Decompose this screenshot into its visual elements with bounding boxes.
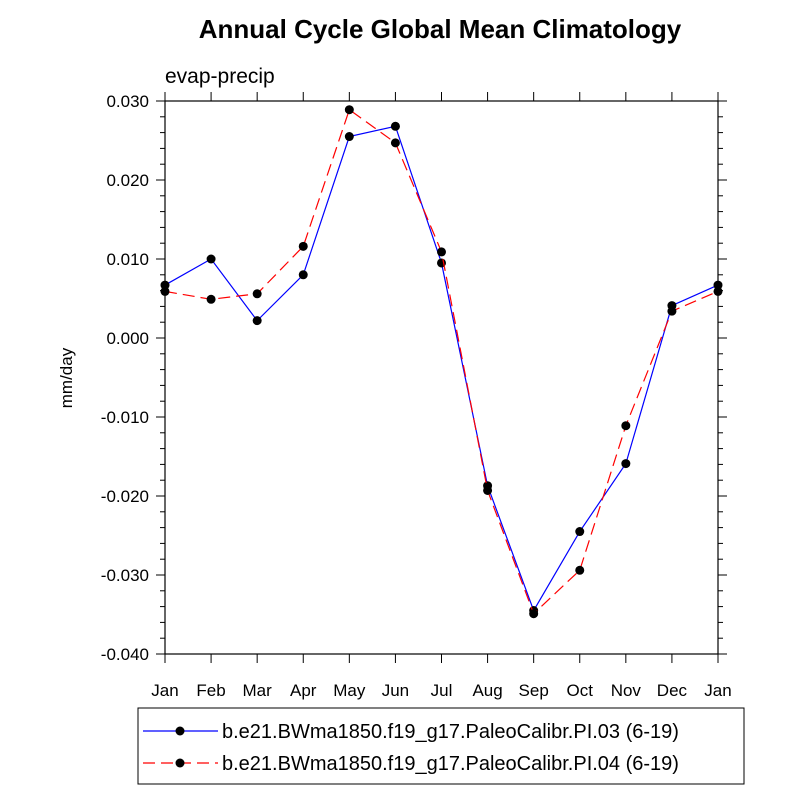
x-tick-label: Jan [151,681,178,700]
series-2-point [252,289,262,299]
series-2-point [390,138,400,148]
x-tick-label: Feb [196,681,225,700]
chart-subtitle: evap-precip [165,65,275,88]
series-1-point [252,316,262,326]
series-2-point [160,286,170,296]
x-tick-label: Apr [290,681,317,700]
y-axis-label: mm/day [57,347,76,408]
legend-marker [175,726,185,736]
series-2-point [344,105,354,115]
series-2-point [483,485,493,495]
legend-item-1: b.e21.BWma1850.f19_g17.PaleoCalibr.PI.03… [143,721,679,743]
y-tick-label: -0.020 [101,487,149,506]
y-tick-label: -0.030 [101,566,149,585]
legend-item-2: b.e21.BWma1850.f19_g17.PaleoCalibr.PI.04… [143,753,679,775]
series-1-point [160,280,170,290]
x-tick-label: Aug [472,681,502,700]
x-tick-label: Nov [611,681,642,700]
x-tick-label: Dec [657,681,688,700]
series-2-point [206,294,216,304]
series-1-point [344,132,354,142]
y-tick-label: -0.010 [101,408,149,427]
series-1-line [164,125,719,612]
x-tick-label: Oct [567,681,594,700]
series-1-point [298,270,308,280]
y-tick-label: 0.010 [106,250,149,269]
series-1-point [575,527,585,537]
legend-marker [175,758,185,768]
series-1 [160,121,723,616]
series-2 [160,105,723,619]
series-2-point [575,565,585,575]
series-2-point [529,609,539,619]
legend-label: b.e21.BWma1850.f19_g17.PaleoCalibr.PI.03… [222,721,679,743]
x-tick-label: Sep [519,681,549,700]
legend-label: b.e21.BWma1850.f19_g17.PaleoCalibr.PI.04… [222,753,679,775]
y-tick-label: 0.030 [106,92,149,111]
axis-ticks [156,92,727,663]
axis-tick-labels: -0.040 -0.030 -0.020 -0.010 0.000 0.010 0.020 0… [101,92,732,700]
series-2-line [164,108,719,615]
y-tick-label: 0.020 [106,171,149,190]
y-tick-label: 0.000 [106,329,149,348]
series-2-point [621,421,631,431]
x-tick-label: May [333,681,366,700]
x-tick-label: Jul [431,681,453,700]
series-2-point [437,247,446,257]
legend-box [137,707,745,785]
series-2-point [298,241,308,251]
series-2-point [713,286,723,296]
y-tick-label: -0.040 [101,645,149,664]
x-tick-label: Mar [243,681,273,700]
series-1-point [621,459,631,469]
series-2-point [667,306,677,316]
series-layer [160,105,723,619]
x-tick-label: Jan [704,681,731,700]
chart-title: Annual Cycle Global Mean Climatology [199,14,682,44]
x-tick-label: Jun [382,681,409,700]
series-1-point [713,280,723,290]
legend: b.e21.BWma1850.f19_g17.PaleoCalibr.PI.03… [143,721,679,775]
plot-frame [164,100,719,655]
series-1-point [206,254,216,264]
series-1-point [390,121,400,131]
